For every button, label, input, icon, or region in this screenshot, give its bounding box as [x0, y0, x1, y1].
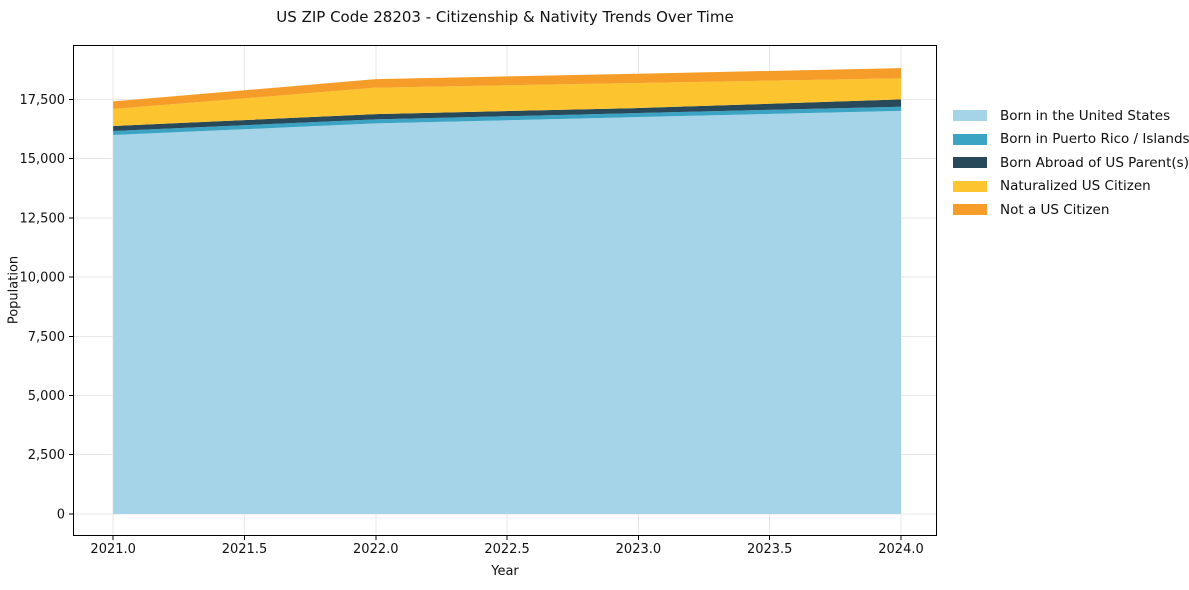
legend-label: Born in the United States	[1000, 107, 1171, 124]
y-tick-label: 17,500	[20, 93, 66, 108]
area-series	[113, 78, 902, 127]
y-tick-label: 0	[57, 507, 65, 522]
x-tick-label: 2021.5	[222, 542, 268, 557]
legend-label: Naturalized US Citizen	[1000, 178, 1151, 195]
y-axis-label: Population	[6, 255, 22, 325]
legend-item: Born in Puerto Rico / Islands	[953, 128, 1189, 152]
legend: Born in the United States Born in Puerto …	[953, 104, 1189, 222]
legend-swatch	[953, 157, 987, 169]
x-tick-label: 2023.5	[747, 542, 793, 557]
area-series	[113, 106, 902, 136]
legend-swatch	[953, 180, 987, 192]
y-tick-label: 5,000	[28, 389, 65, 404]
legend-label: Born in Puerto Rico / Islands	[1000, 131, 1189, 148]
plot-border	[73, 45, 937, 536]
x-tick-label: 2022.0	[353, 542, 399, 557]
legend-swatch	[953, 133, 987, 145]
legend-label: Born Abroad of US Parent(s)	[1000, 154, 1189, 171]
legend-swatch	[953, 204, 987, 216]
y-tick-label: 2,500	[28, 448, 65, 463]
legend-item: Born Abroad of US Parent(s)	[953, 151, 1189, 175]
area-series	[113, 110, 902, 514]
legend-label: Not a US Citizen	[1000, 201, 1110, 218]
legend-swatch	[953, 110, 987, 122]
y-tick-label: 10,000	[20, 271, 66, 286]
area-series	[113, 68, 902, 109]
y-tick-label: 7,500	[28, 330, 65, 345]
legend-item: Naturalized US Citizen	[953, 175, 1189, 199]
legend-item: Not a US Citizen	[953, 198, 1189, 222]
x-tick-label: 2024.0	[878, 542, 924, 557]
y-tick-label: 15,000	[20, 152, 66, 167]
x-tick-label: 2022.5	[484, 542, 530, 557]
y-tick-label: 12,500	[20, 211, 66, 226]
x-axis-label: Year	[491, 564, 519, 579]
area-series	[113, 99, 902, 132]
x-tick-label: 2021.0	[90, 542, 136, 557]
legend-item: Born in the United States	[953, 104, 1189, 128]
x-tick-label: 2023.0	[616, 542, 662, 557]
chart-title: US ZIP Code 28203 - Citizenship & Nativi…	[276, 8, 734, 26]
